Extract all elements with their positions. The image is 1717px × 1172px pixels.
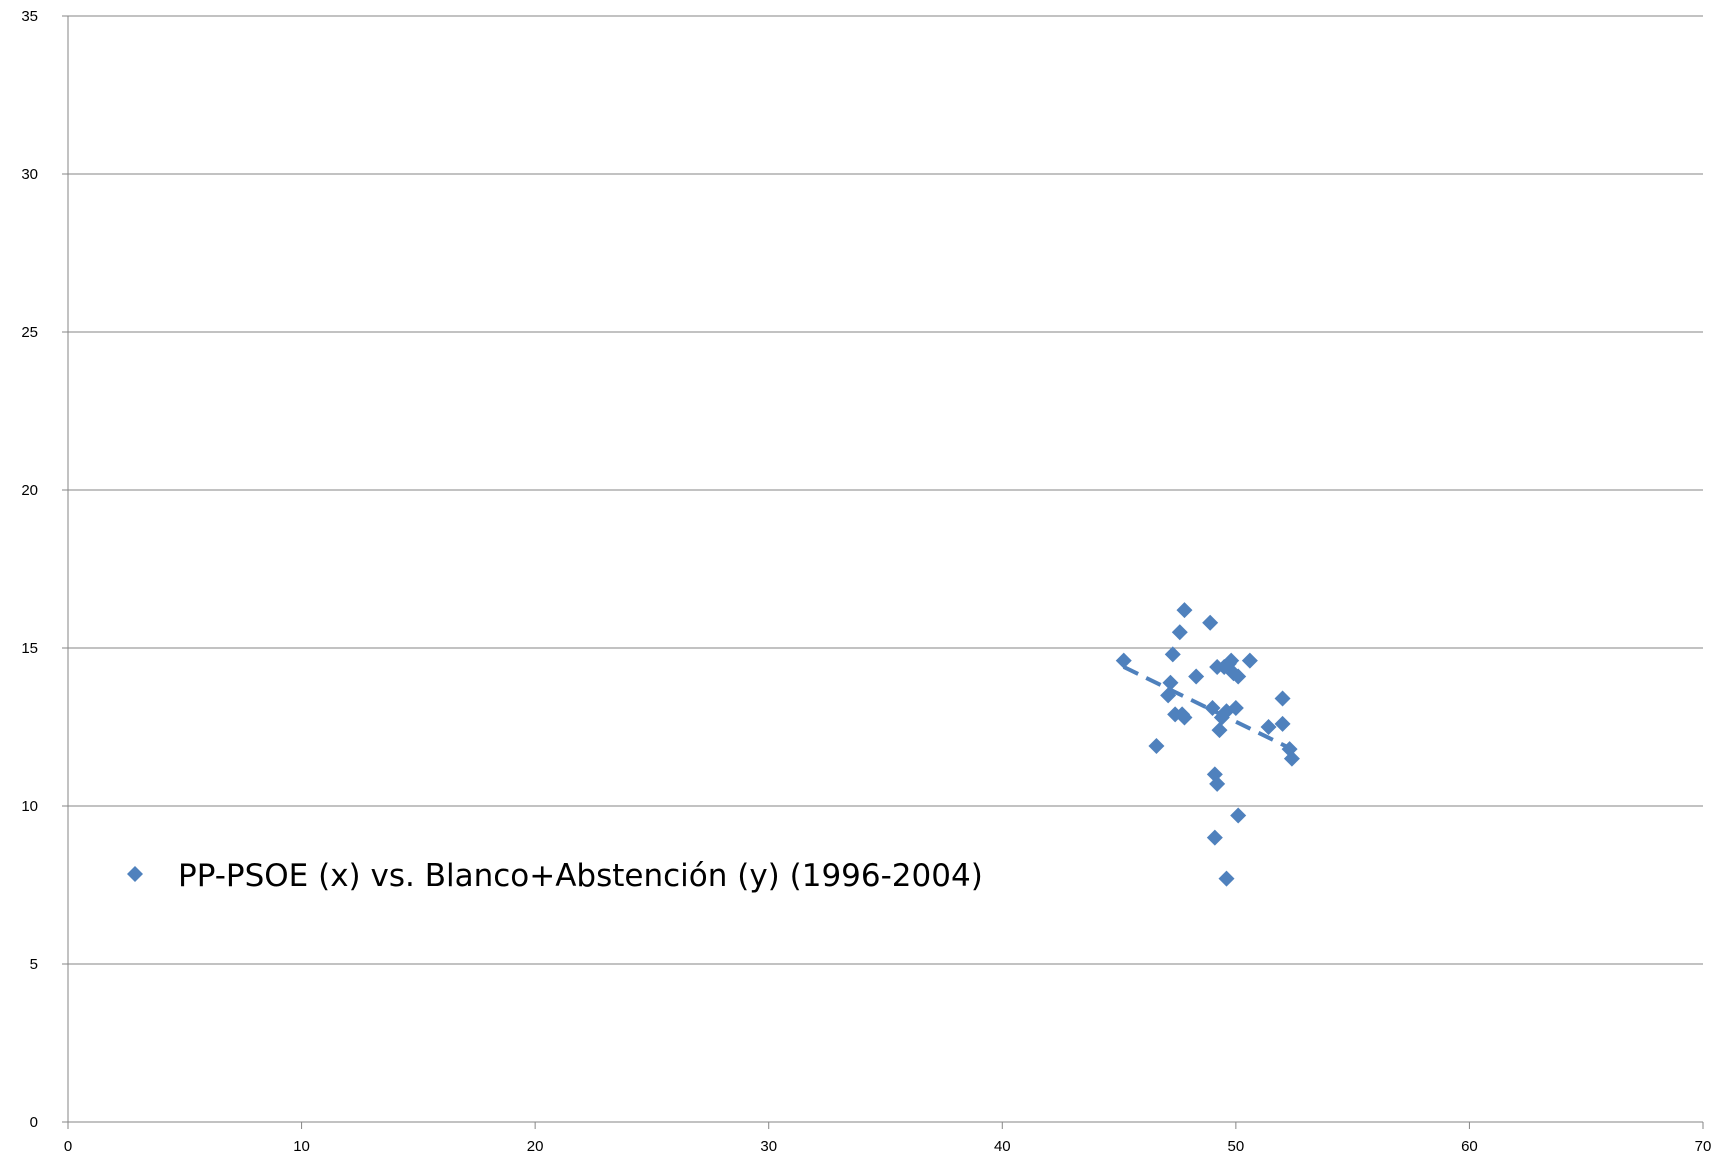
data-point — [1260, 719, 1277, 735]
y-tick-label: 0 — [30, 1114, 38, 1131]
trendline — [1122, 665, 1293, 751]
y-tick-label: 30 — [21, 166, 38, 183]
data-point — [1206, 829, 1223, 846]
data-point — [1204, 700, 1221, 717]
data-point — [1274, 715, 1291, 732]
x-tick-label: 40 — [994, 1138, 1011, 1155]
data-point — [1171, 624, 1188, 641]
y-tick-label: 10 — [21, 798, 38, 815]
y-tick-label: 5 — [30, 956, 38, 973]
data-point — [1188, 668, 1205, 685]
data-point — [1218, 870, 1235, 887]
data-point — [1230, 807, 1247, 824]
data-point — [1162, 674, 1179, 691]
y-axis-ticks: 0 5 10 15 20 25 30 35 — [21, 8, 68, 1131]
gridlines — [68, 15, 1703, 965]
x-tick-label: 70 — [1695, 1138, 1712, 1155]
data-point — [1160, 687, 1177, 704]
data-point — [1115, 652, 1132, 669]
x-tick-label: 10 — [293, 1138, 310, 1155]
x-tick-label: 50 — [1228, 1138, 1245, 1155]
legend: PP-PSOE (x) vs. Blanco+Abstención (y) (1… — [127, 858, 983, 894]
data-point — [1209, 775, 1226, 792]
data-point — [1176, 709, 1193, 726]
trendline-group — [1122, 665, 1293, 751]
data-point — [1148, 737, 1165, 754]
y-tick-label: 20 — [21, 482, 38, 499]
data-point — [1164, 646, 1181, 663]
data-point — [1230, 668, 1247, 685]
x-tick-label: 60 — [1461, 1138, 1478, 1155]
legend-marker — [127, 866, 143, 882]
data-point — [1211, 722, 1228, 739]
x-tick-label: 20 — [527, 1138, 544, 1155]
axes — [67, 16, 1703, 1128]
data-point — [1274, 690, 1291, 707]
x-tick-label: 0 — [64, 1138, 72, 1155]
y-tick-label: 25 — [21, 324, 38, 341]
data-point — [1176, 602, 1193, 619]
data-point — [1283, 750, 1300, 767]
data-point — [1223, 652, 1240, 669]
legend-label: PP-PSOE (x) vs. Blanco+Abstención (y) (1… — [178, 858, 983, 894]
x-axis-ticks: 0 10 20 30 40 50 60 70 — [64, 1122, 1712, 1155]
x-tick-label: 30 — [760, 1138, 777, 1155]
data-point — [1241, 652, 1258, 669]
data-point — [1202, 614, 1219, 631]
y-tick-label: 15 — [21, 640, 38, 657]
y-tick-label: 35 — [21, 8, 38, 25]
data-points — [1115, 602, 1300, 887]
data-point — [1227, 700, 1244, 717]
